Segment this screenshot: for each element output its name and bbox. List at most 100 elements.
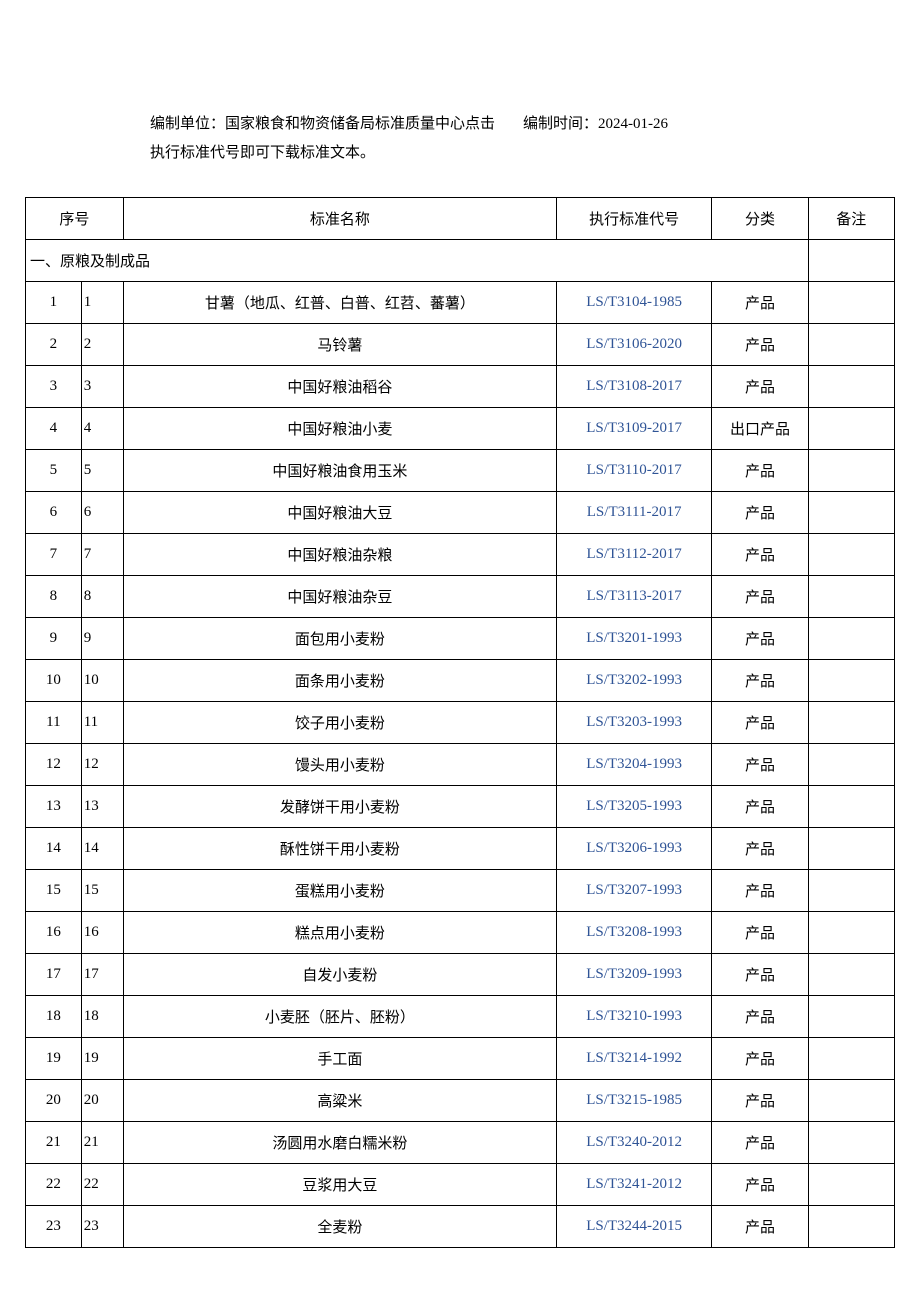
row-standard-name: 糕点用小麦粉 [123,912,556,954]
standard-code-link[interactable]: LS/T3210-1993 [586,1008,682,1024]
row-seq-b: 22 [81,1164,123,1206]
standard-code-link[interactable]: LS/T3112-2017 [586,546,681,562]
row-category: 产品 [712,870,808,912]
row-standard-name: 面包用小麦粉 [123,618,556,660]
row-standard-code: LS/T3207-1993 [556,870,712,912]
row-seq-b: 3 [81,366,123,408]
row-seq-b: 8 [81,576,123,618]
row-category: 产品 [712,618,808,660]
standard-code-link[interactable]: LS/T3203-1993 [586,714,682,730]
row-standard-name: 中国好粮油杂粮 [123,534,556,576]
row-category: 产品 [712,912,808,954]
row-category: 产品 [712,1080,808,1122]
table-row: 11甘薯（地瓜、红普、白普、红苕、蕃薯）LS/T3104-1985产品 [26,282,895,324]
row-standard-code: LS/T3113-2017 [556,576,712,618]
standards-table: 序号 标准名称 执行标准代号 分类 备注 一、原粮及制成品 11甘薯（地瓜、红普… [25,197,895,1248]
row-standard-name: 面条用小麦粉 [123,660,556,702]
standard-code-link[interactable]: LS/T3244-2015 [586,1218,682,1234]
standard-code-link[interactable]: LS/T3113-2017 [586,588,681,604]
row-category: 产品 [712,996,808,1038]
compiler-unit: 编制单位：国家粮食和物资储备局标准质量中心点击 [150,110,495,139]
row-seq-a: 9 [26,618,82,660]
row-standard-code: LS/T3205-1993 [556,786,712,828]
row-category: 产品 [712,534,808,576]
row-standard-code: LS/T3110-2017 [556,450,712,492]
row-seq-b: 13 [81,786,123,828]
row-category: 产品 [712,828,808,870]
row-note [808,324,894,366]
row-standard-code: LS/T3208-1993 [556,912,712,954]
row-standard-code: LS/T3203-1993 [556,702,712,744]
row-standard-name: 馒头用小麦粉 [123,744,556,786]
row-seq-a: 22 [26,1164,82,1206]
standard-code-link[interactable]: LS/T3241-2012 [586,1176,682,1192]
standard-code-link[interactable]: LS/T3208-1993 [586,924,682,940]
table-row: 1717自发小麦粉LS/T3209-1993产品 [26,954,895,996]
table-header-row: 序号 标准名称 执行标准代号 分类 备注 [26,198,895,240]
row-note [808,912,894,954]
standard-code-link[interactable]: LS/T3240-2012 [586,1134,682,1150]
standard-code-link[interactable]: LS/T3104-1985 [586,294,682,310]
standard-code-link[interactable]: LS/T3209-1993 [586,966,682,982]
row-standard-code: LS/T3209-1993 [556,954,712,996]
table-row: 1515蛋糕用小麦粉LS/T3207-1993产品 [26,870,895,912]
row-standard-code: LS/T3206-1993 [556,828,712,870]
standard-code-link[interactable]: LS/T3111-2017 [587,504,682,520]
col-standard-code: 执行标准代号 [556,198,712,240]
row-note [808,1038,894,1080]
row-standard-code: LS/T3112-2017 [556,534,712,576]
table-row: 44中国好粮油小麦LS/T3109-2017出口产品 [26,408,895,450]
row-seq-b: 4 [81,408,123,450]
table-row: 2020高粱米LS/T3215-1985产品 [26,1080,895,1122]
standard-code-link[interactable]: LS/T3207-1993 [586,882,682,898]
row-seq-a: 1 [26,282,82,324]
row-note [808,870,894,912]
row-seq-a: 7 [26,534,82,576]
row-standard-name: 酥性饼干用小麦粉 [123,828,556,870]
standard-code-link[interactable]: LS/T3109-2017 [586,420,682,436]
standard-code-link[interactable]: LS/T3205-1993 [586,798,682,814]
row-seq-b: 6 [81,492,123,534]
row-seq-a: 4 [26,408,82,450]
table-row: 2323全麦粉LS/T3244-2015产品 [26,1206,895,1248]
standard-code-link[interactable]: LS/T3206-1993 [586,840,682,856]
row-seq-a: 17 [26,954,82,996]
standard-code-link[interactable]: LS/T3202-1993 [586,672,682,688]
row-standard-code: LS/T3214-1992 [556,1038,712,1080]
row-seq-a: 2 [26,324,82,366]
standard-code-link[interactable]: LS/T3108-2017 [586,378,682,394]
row-note [808,786,894,828]
standard-code-link[interactable]: LS/T3201-1993 [586,630,682,646]
row-category: 产品 [712,660,808,702]
row-note [808,1164,894,1206]
row-note [808,1080,894,1122]
table-row: 55中国好粮油食用玉米LS/T3110-2017产品 [26,450,895,492]
table-row: 66中国好粮油大豆LS/T3111-2017产品 [26,492,895,534]
row-seq-a: 20 [26,1080,82,1122]
col-sequence: 序号 [26,198,124,240]
row-seq-b: 19 [81,1038,123,1080]
row-note [808,618,894,660]
row-seq-a: 21 [26,1122,82,1164]
row-seq-a: 6 [26,492,82,534]
standard-code-link[interactable]: LS/T3204-1993 [586,756,682,772]
row-note [808,576,894,618]
section-header-row: 一、原粮及制成品 [26,240,895,282]
document-header: 编制单位：国家粮食和物资储备局标准质量中心点击 编制时间：2024-01-26 … [150,110,860,167]
table-row: 2121汤圆用水磨白糯米粉LS/T3240-2012产品 [26,1122,895,1164]
row-standard-name: 马铃薯 [123,324,556,366]
row-standard-code: LS/T3109-2017 [556,408,712,450]
standard-code-link[interactable]: LS/T3215-1985 [586,1092,682,1108]
row-standard-name: 小麦胚（胚片、胚粉） [123,996,556,1038]
standard-code-link[interactable]: LS/T3106-2020 [586,336,682,352]
standard-code-link[interactable]: LS/T3214-1992 [586,1050,682,1066]
row-seq-b: 7 [81,534,123,576]
row-seq-a: 3 [26,366,82,408]
row-category: 产品 [712,576,808,618]
row-category: 产品 [712,324,808,366]
row-note [808,408,894,450]
row-note [808,450,894,492]
row-standard-name: 中国好粮油大豆 [123,492,556,534]
table-row: 33中国好粮油稻谷LS/T3108-2017产品 [26,366,895,408]
standard-code-link[interactable]: LS/T3110-2017 [586,462,681,478]
